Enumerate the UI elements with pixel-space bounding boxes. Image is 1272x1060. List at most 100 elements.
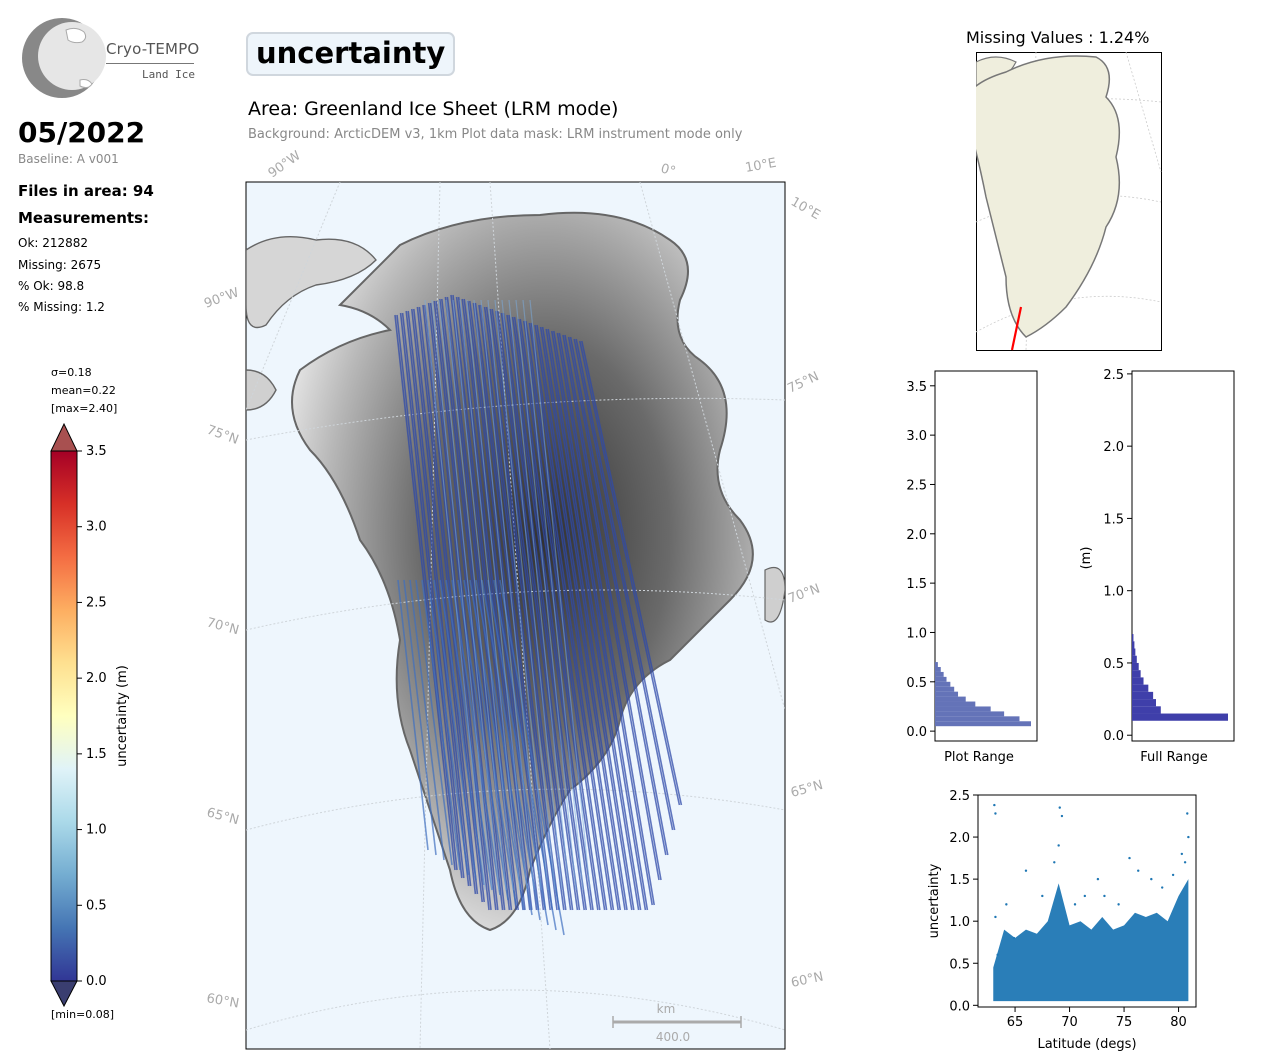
- track-line: [475, 579, 533, 916]
- scatter-point: [1150, 877, 1153, 881]
- scale-unit: km: [657, 1002, 676, 1016]
- track-line: [508, 314, 594, 911]
- histogram-full-range-bar: [1132, 699, 1156, 707]
- ellesmere-island: [246, 235, 377, 329]
- scatter-point-cloud: [993, 879, 1189, 1002]
- track-line: [427, 579, 469, 876]
- track-line: [483, 306, 565, 911]
- colorbar-ticks: 0.0 0.5 1.0 1.5 2.0 2.5 3.0 3.5: [77, 444, 107, 989]
- histogram-plot-range: 0.0 0.5 1.0 1.5 2.0 2.5 3.0 3.5 Plot Range: [906, 370, 1038, 765]
- track-line: [539, 326, 633, 911]
- date-label: 05/2022: [18, 116, 146, 149]
- colorbar-tick-label: 0.0: [86, 974, 107, 989]
- files-label: Files in area: 94: [18, 182, 154, 200]
- scatter-point: [1096, 877, 1100, 881]
- histogram-full-range-xlabel: Full Range: [1140, 750, 1208, 765]
- scatter-point: [1012, 936, 1016, 940]
- scatter-point: [994, 812, 997, 815]
- lon-label-90w-top: 90°W: [266, 150, 304, 181]
- histogram-plot-range-tick-label: 0.0: [906, 725, 927, 740]
- scatter-point: [994, 915, 997, 919]
- colorbar-tick-label: 1.5: [86, 747, 107, 762]
- colorbar-axis-label: uncertainty (m): [115, 665, 130, 767]
- scatter-point: [1057, 844, 1060, 847]
- scatter-y-tick-label: 2.5: [949, 789, 970, 804]
- histogram-full-range-tick-label: 1.5: [1103, 512, 1124, 527]
- track-line: [525, 320, 615, 911]
- track-line: [459, 299, 521, 891]
- histogram-full-range-bar: [1132, 691, 1154, 700]
- track-line: [473, 299, 535, 891]
- histogram-plot-range-bar: [935, 706, 991, 712]
- histogram-full-range-tick-label: 1.0: [1103, 585, 1124, 600]
- histogram-full-range-bar: [1132, 648, 1136, 656]
- track-line: [501, 299, 563, 891]
- track-line: [551, 330, 647, 911]
- colorbar-gradient: [50, 450, 78, 982]
- scatter-point: [1041, 894, 1044, 898]
- histogram-plot-range-bar: [935, 686, 955, 692]
- scatter-point: [1024, 869, 1028, 872]
- inset-greenland: [976, 55, 1121, 338]
- track-line: [579, 340, 681, 806]
- colorbar: 0.0 0.5 1.0 1.5 2.0 2.5 3.0 3.5 uncertainty (m): [50, 422, 130, 1008]
- track-line: [439, 579, 485, 886]
- colorbar-min: [min=0.08]: [51, 1008, 115, 1021]
- scatter-point: [1171, 873, 1175, 877]
- histogram-full-range-ylabel: (m): [1079, 547, 1094, 570]
- track-line: [575, 338, 676, 831]
- logo-divider: [106, 63, 194, 64]
- scatter-latitude: 65 70 75 80 0.0 0.5 1.0 1.5 2.0 2.5 Latitude (deg…: [927, 789, 1197, 1052]
- track-line: [457, 296, 533, 911]
- scatter-y-tick-label: 1.5: [949, 873, 970, 888]
- histogram-full-range-bar: [1132, 677, 1144, 685]
- scatter-ylabel: uncertainty: [927, 863, 942, 938]
- lat-label-65n-left: 65°N: [205, 805, 241, 828]
- track-line: [564, 334, 662, 881]
- scatter-point: [993, 803, 996, 807]
- histogram-plot-range-bar: [935, 667, 941, 672]
- histogram-plot-range-bar: [935, 676, 947, 682]
- scatter-point: [1117, 903, 1120, 906]
- histogram-plot-range-tick-label: 1.5: [906, 577, 927, 592]
- histogram-plot-range-bar: [935, 696, 966, 702]
- histogram-plot-range-xlabel: Plot Range: [944, 750, 1014, 765]
- lon-label-10e-top: 10°E: [744, 156, 777, 176]
- track-line: [569, 336, 669, 856]
- track-line: [495, 310, 579, 911]
- track-line: [438, 299, 500, 891]
- satellite-tracks: [394, 294, 683, 936]
- scatter-point: [1053, 861, 1056, 864]
- track-line: [502, 312, 587, 911]
- colorbar-tick-label: 1.0: [86, 823, 107, 838]
- histogram-plot-range-bar: [935, 681, 951, 687]
- lat-label-70n-left: 70°N: [205, 615, 241, 638]
- missing-data-marker: [1010, 306, 1023, 351]
- track-line: [481, 579, 541, 921]
- colorbar-max: [max=2.40]: [51, 402, 118, 415]
- histogram-full-range: 0.0 0.5 1.0 1.5 2.0 2.5 Full Range (m): [1079, 368, 1235, 765]
- missing-values-title: Missing Values : 1.24%: [966, 28, 1150, 47]
- histogram-plot-range-bar: [935, 662, 938, 667]
- track-line: [415, 579, 453, 866]
- track-line: [508, 299, 570, 891]
- scatter-point: [1073, 903, 1077, 906]
- histogram-plot-range-bar: [935, 721, 1031, 727]
- track-line: [487, 579, 549, 926]
- track-line: [529, 299, 591, 891]
- histogram-plot-range-tick-label: 3.0: [906, 429, 927, 444]
- scatter-y-tick-label: 2.0: [949, 831, 970, 846]
- track-line: [541, 326, 635, 911]
- histogram-plot-range-tick-label: 2.0: [906, 528, 927, 543]
- track-line: [407, 310, 472, 887]
- track-line: [530, 322, 621, 911]
- cryo-tempo-logo: [18, 16, 208, 100]
- histogram-full-range-bar: [1132, 634, 1134, 642]
- stat-missing: Missing: 2675: [18, 258, 102, 272]
- histogram-full-range-bar: [1132, 706, 1161, 714]
- track-line: [418, 306, 485, 903]
- logo-subtext: Land Ice: [142, 68, 195, 81]
- colorbar-max-extend: [50, 422, 78, 452]
- track-line: [513, 316, 601, 911]
- baseline-label: Baseline: A v001: [18, 152, 119, 166]
